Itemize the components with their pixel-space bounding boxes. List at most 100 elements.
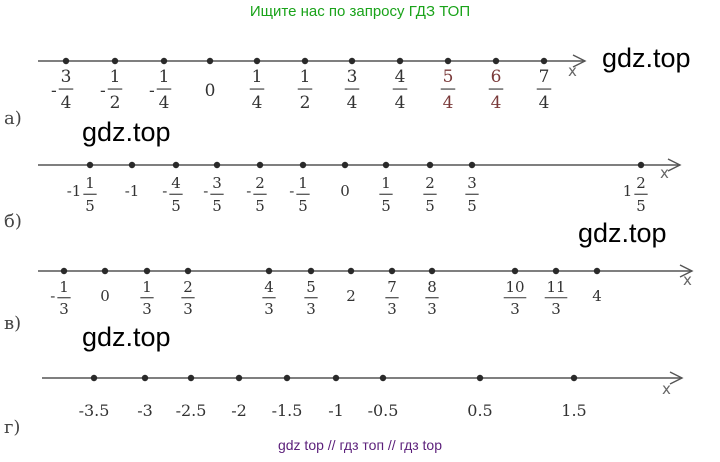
fraction-numerator: 5 (443, 67, 454, 87)
tick-label: 0 (205, 81, 216, 101)
fraction-denominator: 3 (427, 300, 437, 318)
tick-dot (160, 57, 168, 65)
tick-dot (552, 267, 560, 275)
tick-dot (256, 161, 264, 169)
fraction-denominator: 4 (159, 93, 170, 113)
tick-label: -3.5 (79, 401, 110, 420)
axis-label: x (568, 62, 577, 80)
tick-dot (301, 57, 309, 65)
tick-prefix: - (149, 81, 155, 101)
fraction-denominator: 5 (85, 197, 95, 215)
tick-dot (101, 267, 109, 275)
tick-dot (172, 161, 180, 169)
tick-label: 4 (592, 287, 602, 305)
tick-dot (426, 161, 434, 169)
fraction-numerator: 5 (306, 278, 316, 296)
fraction-denominator: 5 (212, 197, 222, 215)
fraction-denominator: 5 (298, 197, 308, 215)
tick-label: -2 (231, 401, 247, 420)
fraction-numerator: 3 (61, 67, 72, 87)
fraction-denominator: 3 (264, 300, 274, 318)
tick-label: 0 (100, 287, 110, 305)
tick-dot (476, 374, 484, 382)
section-label-g: г) (4, 417, 21, 438)
tick-dot (213, 161, 221, 169)
tick-dot (141, 374, 149, 382)
tick-prefix: -1 (67, 182, 82, 200)
tick-dot (468, 161, 476, 169)
fraction-numerator: 1 (298, 174, 308, 192)
tick-prefix: - (203, 182, 208, 200)
tick-dot (60, 267, 68, 275)
tick-dot (143, 267, 151, 275)
fraction-numerator: 4 (171, 174, 181, 192)
fraction-numerator: 1 (110, 67, 121, 87)
tick-label: -1 (125, 182, 140, 200)
fraction-numerator: 4 (395, 67, 406, 87)
tick-dot (283, 374, 291, 382)
tick-dot (299, 161, 307, 169)
tick-dot (235, 374, 243, 382)
fraction-numerator: 3 (467, 174, 477, 192)
fraction-denominator: 3 (306, 300, 316, 318)
fraction-denominator: 4 (347, 93, 358, 113)
tick-dot (492, 57, 500, 65)
fraction-numerator: 1 (300, 67, 311, 87)
tick-dot (347, 267, 355, 275)
watermark: gdz.top (602, 43, 691, 73)
watermark: gdz.top (578, 218, 667, 248)
tick-dot (341, 161, 349, 169)
fraction-numerator: 2 (255, 174, 265, 192)
tick-dot (428, 267, 436, 275)
tick-prefix: - (51, 81, 57, 101)
axis-label: x (660, 164, 669, 182)
tick-dot (90, 374, 98, 382)
fraction-numerator: 1 (85, 174, 95, 192)
fraction-numerator: 8 (427, 278, 437, 296)
axis-arrow-icon (669, 371, 684, 385)
fraction-numerator: 3 (212, 174, 222, 192)
tick-dot (540, 57, 548, 65)
bottom-banner: gdz top // гдз топ // гдз top (277, 437, 443, 453)
top-banner: Ищите нас по запросу ГДЗ ТОП (249, 3, 471, 20)
tick-label: -2.5 (176, 401, 207, 420)
tick-prefix: - (100, 81, 106, 101)
tick-dot (62, 57, 70, 65)
tick-dot (187, 374, 195, 382)
fraction-denominator: 4 (443, 93, 454, 113)
tick-dot (382, 161, 390, 169)
section-label-b: б) (4, 211, 22, 232)
watermark: gdz.top (82, 117, 171, 147)
fraction-numerator: 1 (59, 278, 69, 296)
axis-arrow-icon (667, 158, 682, 172)
fraction-numerator: 7 (539, 67, 550, 87)
fraction-numerator: 6 (491, 67, 502, 87)
fraction-denominator: 4 (539, 93, 550, 113)
tick-dot (379, 374, 387, 382)
tick-prefix: - (162, 182, 167, 200)
fraction-denominator: 3 (142, 300, 152, 318)
tick-label: -1 (328, 401, 344, 420)
fraction-denominator: 2 (300, 93, 311, 113)
fraction-denominator: 5 (467, 197, 477, 215)
fraction-denominator: 3 (59, 300, 69, 318)
fraction-denominator: 3 (387, 300, 397, 318)
fraction-denominator: 5 (636, 197, 646, 215)
axis-arrow-icon (679, 264, 694, 278)
tick-dot (128, 161, 136, 169)
fraction-denominator: 4 (61, 93, 72, 113)
tick-label: 1.5 (561, 401, 586, 420)
fraction-numerator: 7 (387, 278, 397, 296)
fraction-numerator: 11 (546, 278, 565, 296)
tick-dot (332, 374, 340, 382)
tick-label: -1.5 (272, 401, 303, 420)
fraction-denominator: 5 (255, 197, 265, 215)
fraction-denominator: 4 (491, 93, 502, 113)
tick-dot (570, 374, 578, 382)
fraction-denominator: 4 (395, 93, 406, 113)
fraction-denominator: 5 (425, 197, 435, 215)
tick-dot (86, 161, 94, 169)
tick-dot (396, 57, 404, 65)
fraction-numerator: 4 (264, 278, 274, 296)
